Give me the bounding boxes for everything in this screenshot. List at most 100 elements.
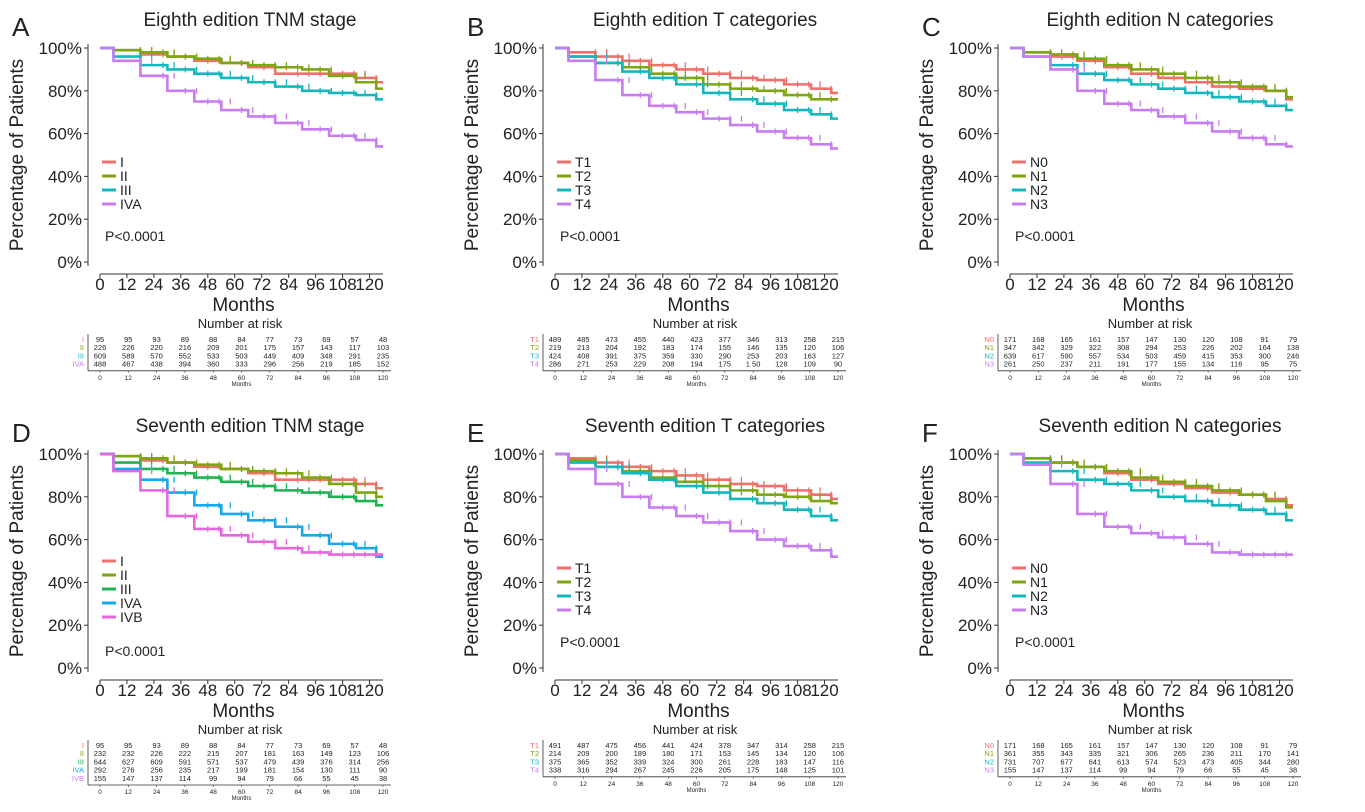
- risk-tick-label: 108: [1259, 781, 1270, 788]
- survival-curve-n3: [1010, 46, 1293, 148]
- risk-count: 441: [662, 741, 675, 750]
- risk-count: 153: [719, 749, 732, 758]
- risk-count: 265: [1174, 749, 1187, 758]
- risk-count: 134: [775, 749, 788, 758]
- risk-count: 489: [549, 335, 562, 344]
- x-tick-label: 72: [1162, 275, 1181, 294]
- risk-count: 408: [577, 351, 590, 360]
- survival-curve-n0: [1010, 46, 1293, 101]
- risk-tick-label: 108: [349, 375, 360, 382]
- risk-count: 103: [377, 343, 390, 352]
- panel-letter: C: [922, 12, 941, 42]
- risk-count: 114: [1089, 766, 1101, 775]
- legend-label: T2: [575, 574, 592, 590]
- risk-x-title: Months: [232, 796, 252, 802]
- risk-count: 352: [605, 757, 618, 766]
- risk-count: 137: [1060, 766, 1073, 775]
- risk-count: 147: [122, 774, 135, 783]
- risk-count: 590: [1060, 351, 1073, 360]
- panel-letter: F: [922, 418, 938, 448]
- x-tick-label: 120: [1265, 681, 1293, 700]
- risk-count: 609: [150, 757, 163, 766]
- risk-x-title: Months: [687, 382, 707, 388]
- risk-count: 84: [237, 741, 245, 750]
- risk-count: 209: [207, 343, 220, 352]
- risk-count: 533: [207, 351, 220, 360]
- x-tick-label: 12: [1027, 275, 1046, 294]
- risk-count: 38: [379, 774, 387, 783]
- risk-count: 141: [1287, 749, 1300, 758]
- legend-label: T4: [575, 196, 592, 212]
- risk-count: 38: [1289, 766, 1297, 775]
- risk-count: 149: [320, 749, 333, 758]
- risk-tick-label: 84: [294, 375, 302, 382]
- risk-count: 117: [349, 343, 361, 352]
- legend-label: II: [120, 168, 128, 184]
- risk-count: 552: [179, 351, 192, 360]
- risk-count: 66: [1204, 766, 1212, 775]
- risk-tick-label: 72: [266, 375, 274, 382]
- legend-label: N1: [1030, 574, 1048, 590]
- y-axis-title: Percentage of Patients: [917, 59, 938, 251]
- risk-count: 537: [235, 757, 248, 766]
- risk-tick-label: 12: [1035, 781, 1043, 788]
- risk-row-label: N2: [984, 351, 994, 360]
- risk-count: 155: [94, 774, 107, 783]
- km-plot-svg: D Seventh edition TNM stage 0% 20% 40% 60% 80%…: [7, 416, 391, 802]
- risk-count: 222: [179, 749, 192, 758]
- risk-count: 290: [719, 351, 732, 360]
- risk-count: 161: [1089, 335, 1102, 344]
- risk-count: 185: [348, 360, 361, 369]
- risk-count: 93: [152, 741, 160, 750]
- risk-tick-label: 12: [580, 781, 588, 788]
- risk-tick-label: 48: [1120, 781, 1128, 788]
- risk-count: 375: [634, 351, 647, 360]
- risk-tick-label: 60: [1148, 375, 1156, 382]
- y-tick-label: 20%: [48, 210, 82, 229]
- risk-count: 171: [690, 749, 703, 758]
- risk-count: 324: [662, 757, 675, 766]
- risk-tick-label: 120: [833, 375, 844, 382]
- risk-tick-label: 36: [636, 781, 644, 788]
- risk-count: 130: [1174, 741, 1187, 750]
- y-tick-label: 0%: [967, 659, 992, 678]
- risk-tick-label: 84: [1204, 375, 1212, 382]
- survival-curve-t4: [555, 452, 838, 559]
- risk-count: 232: [94, 749, 107, 758]
- panel-letter: B: [467, 12, 484, 42]
- risk-tick-label: 60: [693, 781, 701, 788]
- x-tick-label: 36: [1081, 275, 1100, 294]
- risk-tick-label: 108: [804, 781, 815, 788]
- risk-count: 146: [747, 343, 760, 352]
- risk-tick-label: 36: [181, 375, 189, 382]
- x-tick-label: 36: [171, 681, 190, 700]
- risk-count: 147: [1145, 741, 1158, 750]
- risk-count: 439: [292, 757, 305, 766]
- risk-count: 294: [605, 766, 618, 775]
- x-tick-label: 72: [707, 275, 726, 294]
- risk-count: 415: [1202, 351, 1215, 360]
- y-tick-label: 60%: [48, 125, 82, 144]
- risk-count: 48: [379, 741, 387, 750]
- y-tick-label: 40%: [503, 167, 537, 186]
- risk-count: 226: [150, 749, 163, 758]
- risk-tick-label: 48: [1120, 375, 1128, 382]
- risk-count: 175: [264, 343, 277, 352]
- y-tick-label: 80%: [48, 488, 82, 507]
- p-value: P<0.0001: [105, 228, 166, 244]
- x-tick-label: 96: [306, 275, 325, 294]
- y-axis-title: Percentage of Patients: [7, 465, 28, 657]
- risk-count: 143: [320, 343, 333, 352]
- x-tick-label: 120: [810, 681, 838, 700]
- risk-count: 300: [1258, 351, 1271, 360]
- risk-count: 157: [1117, 335, 1130, 344]
- y-tick-label: 20%: [958, 616, 992, 635]
- legend-label: T4: [575, 602, 592, 618]
- risk-count: 360: [207, 360, 220, 369]
- legend-label: N1: [1030, 168, 1048, 184]
- risk-count: 246: [1287, 351, 1300, 360]
- legend-label: T3: [575, 588, 592, 604]
- risk-row-label: IVA: [72, 360, 84, 369]
- risk-tick-label: 24: [608, 375, 616, 382]
- risk-row-label: T4: [530, 360, 539, 369]
